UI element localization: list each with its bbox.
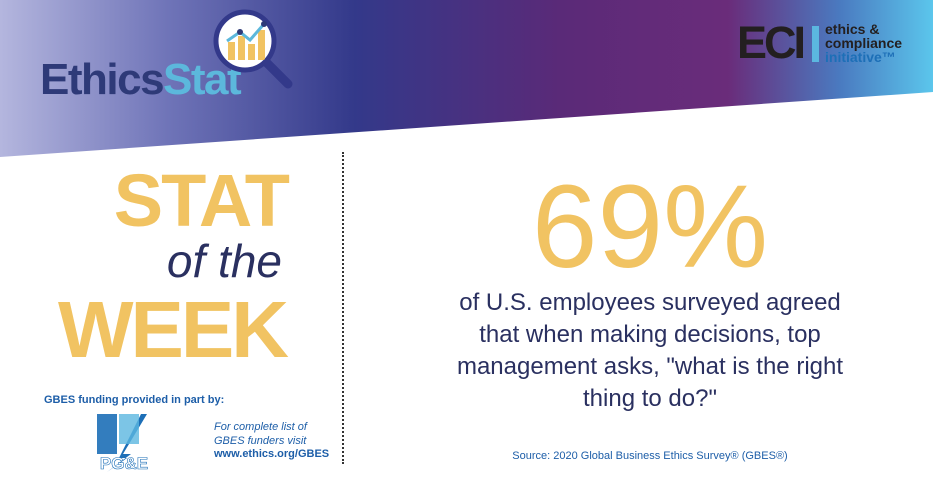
- ethicsstat-logo: EthicsStat: [40, 55, 242, 104]
- logo-word-ethics: Ethics: [40, 55, 165, 104]
- eci-logo-mark: ECI: [737, 17, 806, 68]
- magnifier-chart-icon: [213, 9, 293, 89]
- heading-stat: STAT: [113, 159, 290, 242]
- pge-logo-text: PG&E: [100, 454, 148, 472]
- dotted-divider: [342, 152, 344, 464]
- funding-label: GBES funding provided in part by:: [44, 394, 225, 406]
- eci-line-2: compliance: [825, 35, 903, 51]
- heading-of-the: of the: [166, 235, 282, 287]
- eci-logo-text: ethics & compliance initiative™: [825, 22, 902, 64]
- stat-statement: of U.S. employees surveyed agreed that w…: [400, 287, 900, 415]
- statement-line-2: that when making decisions, top: [479, 321, 821, 348]
- funders-note-line-2: GBES funders visit: [214, 435, 307, 447]
- stat-percentage: 69%: [531, 161, 769, 293]
- eci-line-1: ethics &: [825, 21, 880, 37]
- pge-logo: PG&E: [97, 414, 152, 472]
- eci-logo-bar: [812, 26, 819, 62]
- eci-line-3: initiative™: [825, 49, 896, 65]
- funders-note: For complete list of GBES funders visit: [214, 420, 307, 448]
- source-note: Source: 2020 Global Business Ethics Surv…: [512, 450, 788, 462]
- funders-note-line-1: For complete list of: [214, 421, 307, 433]
- statement-line-3: management asks, "what is the right: [456, 353, 844, 380]
- funders-link[interactable]: www.ethics.org/GBES: [214, 448, 330, 460]
- statement-line-1: of U.S. employees surveyed agreed: [459, 289, 841, 316]
- heading-week: WEEK: [58, 285, 289, 374]
- statement-line-4: thing to do?": [583, 385, 717, 412]
